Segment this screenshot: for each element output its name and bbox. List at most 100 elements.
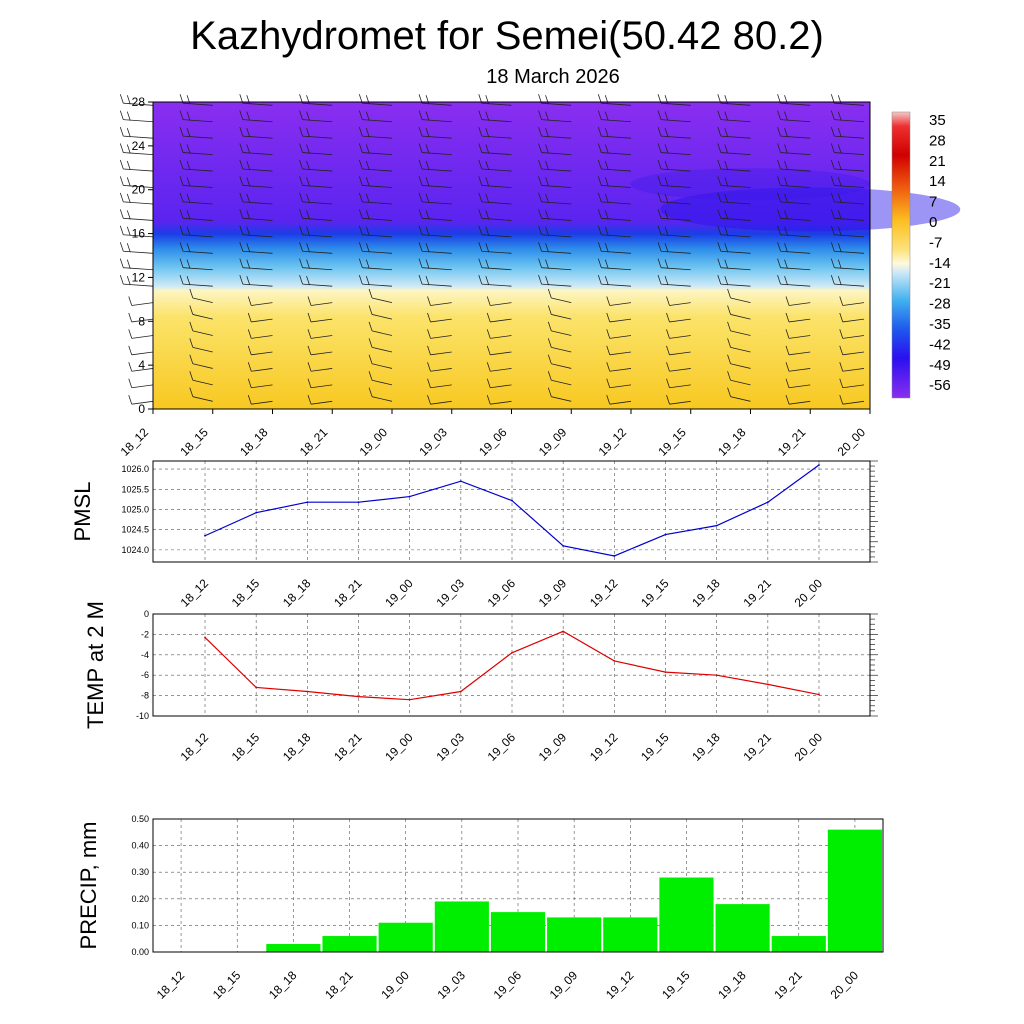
precip-bar [827, 829, 882, 952]
wind-barb [251, 318, 273, 323]
wind-barb-flag [545, 111, 549, 121]
wind-barb [834, 217, 865, 221]
wind-barb-flag [119, 159, 124, 170]
wind-barb-flag [307, 395, 312, 405]
wind-barb [123, 135, 154, 139]
wind-barb [430, 302, 452, 306]
wind-barb-flag [657, 159, 662, 170]
wind-barb [541, 102, 572, 106]
wind-barb [362, 250, 393, 254]
x-tick-label: 19_06 [485, 730, 519, 764]
x-tick-label: 20_00 [828, 968, 862, 1002]
wind-barb [609, 335, 632, 339]
colorbar-scale [891, 111, 911, 399]
temp-point [766, 683, 769, 686]
wind-barb [242, 267, 273, 271]
wind-barb-flag [179, 176, 184, 186]
wind-barb-flag [368, 305, 373, 315]
wind-barb-flag [299, 274, 303, 285]
wind-barb [834, 168, 865, 172]
colorbar-label: -14 [929, 255, 951, 272]
wind-barb-flag [307, 296, 312, 306]
wind-barb [422, 168, 452, 172]
wind-barb-flag [425, 95, 430, 105]
wind-barb-flag [239, 258, 244, 268]
y-tick-label: 0 [138, 402, 145, 416]
wind-barb-flag [299, 143, 303, 153]
wind-barb-flag [186, 127, 191, 138]
wind-barb-flag [538, 242, 542, 252]
wind-barb-flag [597, 242, 602, 252]
x-tick-label: 19_03 [433, 576, 467, 610]
wind-barb-flag [597, 225, 602, 235]
wind-barb-flag [179, 274, 184, 285]
wind-barb-flag [299, 242, 303, 252]
wind-barb [242, 102, 273, 106]
wind-barb-flag [478, 192, 483, 203]
wind-barb-flag [239, 159, 244, 170]
wind-barb [551, 297, 572, 304]
wind-barb-flag [604, 243, 609, 253]
wind-barb-flag [666, 312, 670, 323]
wind-barb [541, 135, 572, 139]
wind-barb [481, 283, 512, 287]
wind-barb [842, 318, 865, 323]
wind-barb [192, 363, 213, 369]
pmsl-point [255, 511, 258, 514]
wind-barb-flag [299, 110, 303, 120]
wind-barb [661, 250, 691, 254]
wind-barb [362, 283, 393, 287]
wind-barb-flag [664, 243, 669, 253]
wind-barb-flag [545, 243, 549, 253]
wind-barb-flag [425, 226, 430, 236]
wind-barb [609, 400, 632, 405]
wind-barb-flag [538, 274, 542, 285]
wind-barb [669, 384, 691, 389]
wind-barb-flag [657, 242, 662, 252]
wind-barb [422, 102, 452, 106]
wind-barb-flag [306, 275, 310, 286]
x-tick-label: 19_15 [638, 576, 672, 610]
pmsl-point [664, 533, 667, 536]
wind-barb-flag [538, 176, 542, 186]
x-tick-label: 18_15 [177, 425, 211, 459]
wind-barb-flag [784, 210, 788, 220]
wind-barb-flag [839, 395, 844, 405]
wind-barb-flag [604, 144, 609, 154]
wind-barb [131, 335, 154, 339]
temp-series-line [204, 630, 820, 701]
wind-barb [183, 234, 213, 238]
colorbar-label: -42 [929, 336, 951, 353]
wind-barb [842, 335, 865, 339]
wind-barb-flag [418, 110, 423, 120]
wind-barb-flag [306, 111, 310, 121]
wind-barb [123, 185, 154, 188]
wind-barb [551, 379, 572, 386]
wind-barb-flag [785, 312, 790, 323]
wind-barb [661, 168, 691, 172]
wind-barb [481, 250, 512, 254]
precip-bar [659, 877, 714, 952]
wind-barb-flag [664, 144, 669, 154]
wind-barb-flag [306, 127, 310, 138]
wind-barb-flag [119, 242, 124, 252]
precip-bar [378, 922, 433, 952]
wind-barb-flag [239, 242, 244, 252]
x-tick-label: 19_09 [547, 968, 581, 1002]
wind-barb-flag [604, 127, 609, 138]
wind-barb-flag [717, 176, 722, 186]
wind-barb [302, 119, 333, 123]
wind-barb-flag [597, 192, 602, 203]
temp-point [204, 636, 206, 639]
wind-barb-flag [830, 225, 835, 235]
precip-bar [715, 904, 770, 952]
wind-barb-flag [830, 143, 835, 153]
wind-barb-flag [365, 275, 370, 286]
wind-barb [310, 335, 333, 339]
wind-barb-flag [186, 111, 191, 121]
x-tick-label: 20_00 [835, 425, 869, 459]
wind-barb-flag [306, 177, 310, 187]
wind-barb-flag [365, 127, 370, 138]
wind-barb-flag [478, 110, 483, 120]
x-tick-label: 18_15 [229, 730, 263, 764]
